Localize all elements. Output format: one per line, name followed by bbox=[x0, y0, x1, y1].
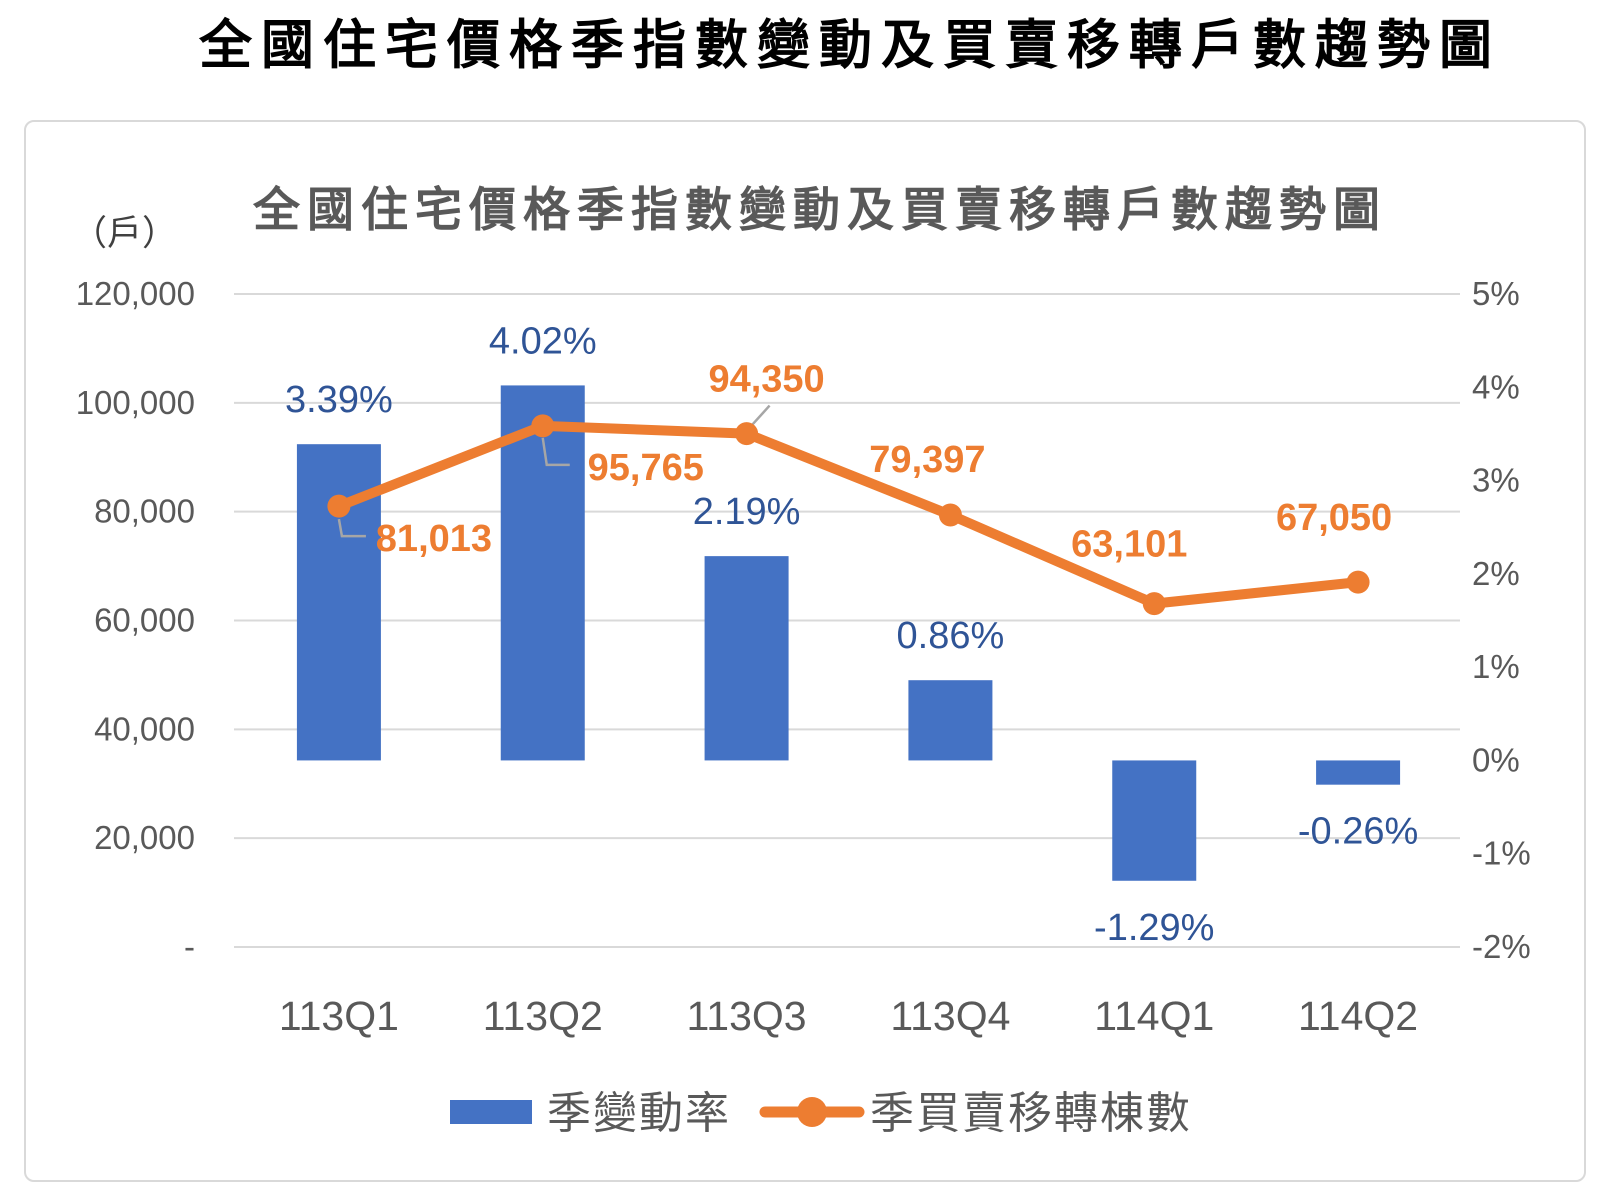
bar-data-label: 3.39% bbox=[285, 379, 393, 421]
bar bbox=[704, 556, 789, 761]
bar bbox=[1316, 760, 1401, 785]
legend-label-line-series: 季買賣移轉棟數 bbox=[870, 1088, 1192, 1139]
line-marker bbox=[938, 503, 962, 527]
legend-label-bar-series: 季變動率 bbox=[547, 1088, 731, 1139]
legend-bar-swatch bbox=[450, 1100, 532, 1124]
line-data-label: 67,050 bbox=[1276, 497, 1392, 539]
bar-data-label: 4.02% bbox=[489, 320, 597, 362]
bar-data-label: -0.26% bbox=[1298, 811, 1418, 853]
label-leader-line bbox=[749, 404, 771, 428]
x-axis-category-label: 113Q1 bbox=[279, 993, 399, 1039]
y-axis-left-tick-label: 40,000 bbox=[94, 710, 195, 747]
line-data-label: 94,350 bbox=[708, 359, 824, 401]
line-series bbox=[333, 420, 1364, 609]
chart-title: 全國住宅價格季指數變動及買賣移轉戶數趨勢圖 bbox=[252, 183, 1387, 238]
y-axis-right-tick-label: 0% bbox=[1472, 741, 1520, 778]
line-marker bbox=[327, 494, 351, 518]
legend-line-marker-swatch bbox=[797, 1097, 827, 1127]
y-axis-left-tick-label: 60,000 bbox=[94, 602, 195, 639]
chart-container: 全國住宅價格季指數變動及買賣移轉戶數趨勢圖 （戶） 120,000 100,000 80… bbox=[24, 120, 1586, 1182]
y-axis-right-tick-label: 2% bbox=[1472, 555, 1520, 592]
line-data-label: 95,765 bbox=[588, 447, 704, 489]
line-marker bbox=[1346, 570, 1370, 594]
y-axis-right-tick-label: 5% bbox=[1472, 275, 1520, 312]
left-axis-unit-label: （戶） bbox=[72, 214, 177, 254]
y-axis-left-tick-label: 80,000 bbox=[94, 493, 195, 530]
bar bbox=[908, 680, 993, 761]
line-marker bbox=[735, 422, 759, 446]
line-data-label: 79,397 bbox=[869, 439, 985, 481]
line-data-label: 63,101 bbox=[1071, 524, 1187, 566]
line-marker bbox=[531, 414, 555, 438]
bar-data-label: 2.19% bbox=[693, 491, 801, 533]
x-axis-category-label: 113Q3 bbox=[687, 993, 807, 1039]
label-leader-line bbox=[337, 518, 366, 538]
page-title: 全國住宅價格季指數變動及買賣移轉戶數趨勢圖 bbox=[199, 14, 1501, 76]
y-axis-left-tick-label: 120,000 bbox=[76, 275, 195, 312]
bar bbox=[500, 385, 585, 761]
x-axis-category-label: 113Q2 bbox=[483, 993, 603, 1039]
y-axis-right-tick-label: -1% bbox=[1472, 835, 1531, 872]
y-axis-right-tick-label: 3% bbox=[1472, 462, 1520, 499]
y-axis-right-tick-label: -2% bbox=[1472, 928, 1531, 965]
combo-chart: 全國住宅價格季指數變動及買賣移轉戶數趨勢圖 （戶） 120,000 100,000 80… bbox=[72, 183, 1531, 1139]
bar bbox=[1112, 760, 1197, 881]
y-axis-left-tick-label: 100,000 bbox=[76, 384, 195, 421]
bar-data-label: 0.86% bbox=[897, 615, 1005, 657]
label-leader-line bbox=[541, 437, 570, 467]
bar-data-label: -1.29% bbox=[1094, 907, 1214, 949]
y-axis-right-tick-label: 1% bbox=[1472, 648, 1520, 685]
x-axis-category-label: 113Q4 bbox=[890, 993, 1010, 1039]
line-marker bbox=[1142, 592, 1166, 616]
y-axis-right-tick-label: 4% bbox=[1472, 368, 1520, 405]
y-axis-left-tick-label: 20,000 bbox=[94, 819, 195, 856]
y-axis-left-tick-label: - bbox=[184, 928, 195, 965]
x-axis-category-label: 114Q1 bbox=[1094, 993, 1214, 1039]
x-axis-category-label: 114Q2 bbox=[1298, 993, 1418, 1039]
line-data-label: 81,013 bbox=[376, 518, 492, 560]
